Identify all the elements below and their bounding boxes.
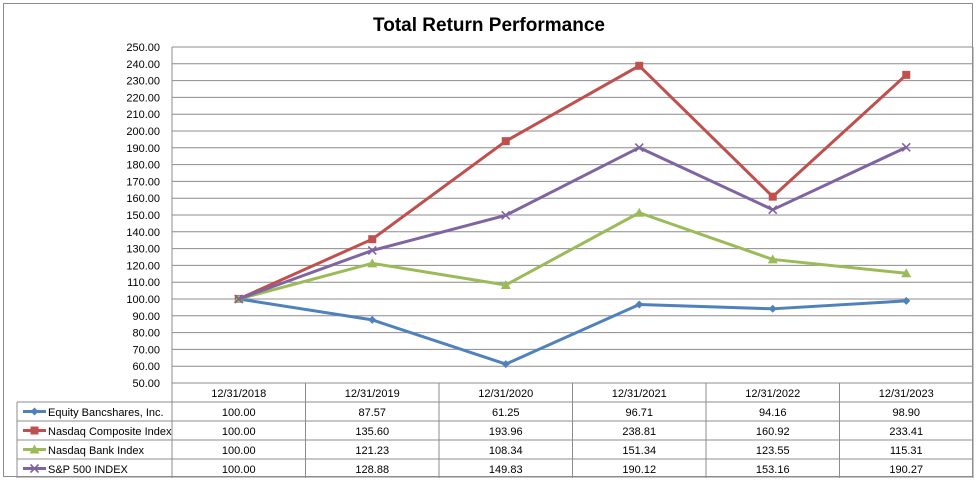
table-cell-value: 128.88	[355, 464, 389, 476]
chart-frame: Total Return Performance 50.00 60.00 70.00…	[3, 3, 974, 478]
chart-title: Total Return Performance	[373, 15, 605, 36]
data-point	[768, 205, 778, 215]
data-point	[501, 137, 510, 146]
table-cell-value: 123.55	[756, 445, 790, 457]
series-line	[238, 64, 908, 301]
series-4	[234, 142, 911, 304]
data-table: 12/31/2018 12/31/2019 12/31/2020 12/31/2021…	[16, 382, 974, 478]
table-cell-value: 100.00	[222, 464, 256, 476]
data-point	[902, 296, 911, 305]
y-tick-label: 80.00	[132, 328, 160, 340]
legend-marker	[29, 463, 40, 474]
line-chart: Total Return Performance 50.00 60.00 70.00…	[16, 15, 974, 478]
y-tick-label: 100.00	[126, 294, 160, 306]
data-point	[767, 254, 778, 264]
y-tick-label: 190.00	[126, 143, 160, 155]
table-cell-value: 94.16	[759, 407, 787, 419]
data-point	[635, 61, 644, 70]
data-point	[367, 245, 377, 256]
data-point	[501, 360, 510, 369]
data-point	[901, 142, 911, 152]
legend-marker	[29, 444, 40, 454]
series-line	[238, 211, 907, 301]
y-tick-label: 200.00	[126, 126, 160, 138]
table-cell-value: 190.27	[889, 464, 923, 476]
y-tick-label: 110.00	[127, 277, 160, 289]
y-tick-label: 170.00	[126, 176, 160, 188]
y-tick-label: 50.00	[132, 378, 160, 390]
data-point	[768, 192, 777, 201]
legend-entry: Nasdaq Bank Index	[48, 445, 145, 457]
series-1	[234, 295, 911, 369]
table-cell-value: 135.60	[355, 426, 389, 438]
table-cell-value: 153.16	[756, 464, 790, 476]
y-tick-label: 130.00	[126, 244, 160, 256]
table-cell-value: 121.23	[355, 445, 389, 457]
data-point	[634, 207, 645, 217]
table-cell-value: 98.90	[892, 407, 920, 419]
data-point	[368, 235, 377, 244]
gridlines	[171, 46, 974, 384]
table-cell-value: 151.34	[622, 445, 656, 457]
legend-key	[23, 444, 46, 454]
table-cell-value: 190.12	[622, 464, 656, 476]
x-category-label: 12/31/2020	[478, 388, 533, 400]
y-tick-label: 180.00	[126, 160, 160, 172]
y-tick-label: 70.00	[132, 344, 160, 356]
data-point	[367, 258, 378, 268]
table-cell-value: 193.96	[489, 426, 523, 438]
table-cell-value: 100.00	[222, 407, 256, 419]
y-tick-label: 140.00	[126, 227, 160, 239]
series-3	[233, 207, 912, 303]
y-tick-label: 220.00	[126, 92, 160, 104]
table-cell-value: 149.83	[489, 464, 523, 476]
table-cell-value: 87.57	[358, 407, 386, 419]
y-axis-ticks: 50.00 60.00 70.00 80.00 90.00 100.00 110.00 120…	[126, 42, 160, 390]
series-line	[238, 145, 907, 301]
x-category-label: 12/31/2021	[612, 388, 667, 400]
table-cell-value: 233.41	[889, 426, 923, 438]
y-tick-label: 230.00	[126, 76, 160, 88]
data-point	[501, 210, 511, 220]
table-cell-value: 115.31	[890, 445, 923, 457]
data-point	[368, 315, 377, 324]
legend-entry: Nasdaq Composite Index	[48, 426, 172, 438]
data-point	[768, 304, 777, 313]
y-tick-label: 160.00	[126, 193, 160, 205]
x-category-label: 12/31/2023	[879, 388, 934, 400]
data-point	[902, 70, 911, 79]
y-tick-label: 60.00	[132, 361, 160, 373]
legend-entry: S&P 500 INDEX	[48, 464, 129, 476]
series-lines	[233, 61, 912, 369]
legend-marker	[30, 407, 39, 416]
table-cell-value: 238.81	[622, 426, 656, 438]
data-point	[635, 300, 644, 309]
data-point	[634, 143, 644, 153]
data-point	[500, 279, 511, 289]
y-tick-label: 250.00	[126, 42, 160, 54]
y-tick-label: 150.00	[126, 210, 160, 222]
legend-marker	[30, 426, 39, 435]
legend-key	[23, 407, 46, 416]
data-point	[901, 268, 912, 278]
table-cell-value: 96.71	[625, 407, 653, 419]
legend-entry: Equity Bancshares, Inc.	[48, 407, 164, 419]
series-line	[238, 297, 907, 366]
x-category-label: 12/31/2018	[211, 388, 266, 400]
table-cell-value: 108.34	[489, 445, 523, 457]
x-category-label: 12/31/2019	[345, 388, 400, 400]
table-cell-value: 100.00	[222, 426, 256, 438]
table-cell-value: 61.25	[492, 407, 520, 419]
y-tick-label: 210.00	[126, 109, 160, 121]
y-tick-label: 240.00	[126, 59, 160, 71]
y-tick-label: 90.00	[132, 311, 160, 323]
table-cell-value: 160.92	[756, 426, 790, 438]
legend-key	[23, 426, 46, 435]
table-cell-value: 100.00	[222, 445, 256, 457]
y-tick-label: 120.00	[126, 260, 160, 272]
data-point	[234, 294, 244, 304]
x-category-label: 12/31/2022	[745, 388, 800, 400]
legend-key	[23, 463, 46, 474]
